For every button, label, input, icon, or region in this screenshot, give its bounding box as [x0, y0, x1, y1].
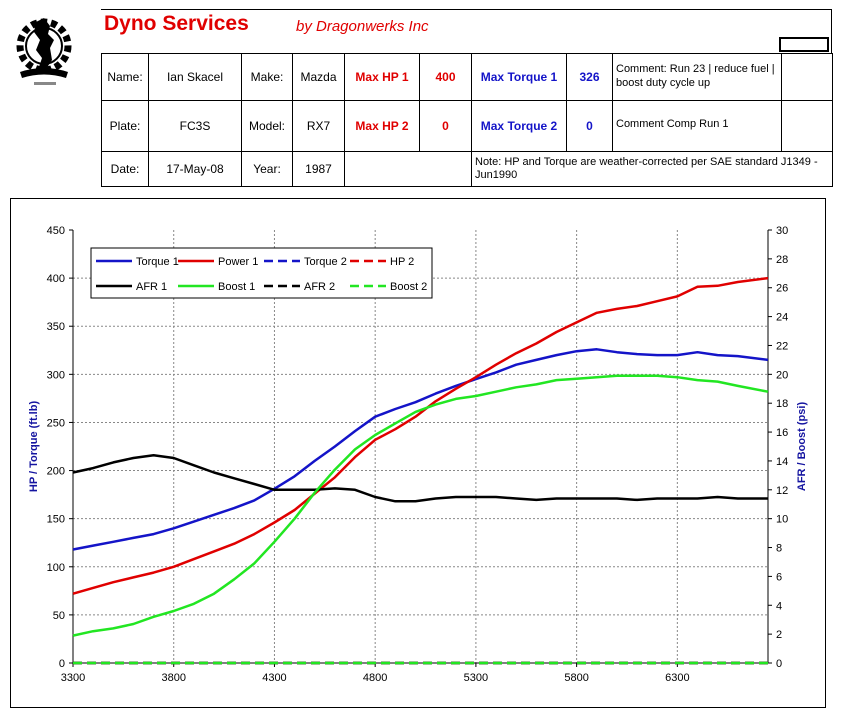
- x-tick-label: 3800: [161, 672, 185, 684]
- legend-label: Power 1: [218, 256, 258, 268]
- report-byline: by Dragonwerks Inc: [296, 18, 429, 35]
- y-tick-label: 300: [47, 369, 65, 381]
- y-tick-label: 150: [47, 514, 65, 526]
- date-value: 17-May-08: [148, 151, 242, 187]
- make-label: Make:: [241, 53, 293, 101]
- chart-legend: Torque 1 Power 1 Torque 2 HP 2 AFR 1 Boost 1 A…: [90, 247, 433, 299]
- max-hp2-label: Max HP 2: [344, 100, 420, 152]
- y2-tick-label: 18: [776, 398, 788, 410]
- selected-cell[interactable]: [779, 37, 829, 52]
- x-tick-label: 4300: [262, 672, 286, 684]
- series-line-power-1: [72, 276, 769, 595]
- y2-tick-label: 28: [776, 254, 788, 266]
- info-row-3: Date: 17-May-08 Year: 1987 Note: HP and …: [101, 151, 833, 187]
- vehicle-info-table: Name: Ian Skacel Make: Mazda Max HP 1 40…: [101, 53, 833, 187]
- y2-tick-label: 14: [776, 456, 788, 468]
- y-tick-label: 250: [47, 417, 65, 429]
- y2-tick-label: 12: [776, 485, 788, 497]
- max-torque1-value: 326: [566, 53, 613, 101]
- y-tick-label: 0: [59, 658, 65, 670]
- max-torque1-label: Max Torque 1: [471, 53, 567, 101]
- y2-tick-label: 4: [776, 600, 782, 612]
- logo-caption-mark: [34, 82, 56, 85]
- y2-tick-label: 16: [776, 427, 788, 439]
- max-hp1-label: Max HP 1: [344, 53, 420, 101]
- legend-box: [90, 247, 433, 299]
- name-value: Ian Skacel: [148, 53, 242, 101]
- series-line-afr-1: [72, 453, 768, 503]
- y2-axis-label: AFR / Boost (psi): [796, 402, 808, 492]
- sae-note: Note: HP and Torque are weather-correcte…: [471, 151, 833, 187]
- logo-base: [20, 68, 68, 78]
- plate-label: Plate:: [101, 100, 149, 152]
- series-line-torque-1: [72, 348, 769, 551]
- x-tick-label: 4800: [363, 672, 387, 684]
- y2-tick-label: 10: [776, 514, 788, 526]
- series-line-boost-1: [72, 374, 769, 637]
- plate-value: FC3S: [148, 100, 242, 152]
- y2-tick-label: 0: [776, 658, 782, 670]
- header-top-border: [101, 9, 832, 10]
- x-tick-label: 6300: [665, 672, 689, 684]
- legend-label: Boost 1: [218, 281, 255, 293]
- y2-tick-label: 6: [776, 571, 782, 583]
- name-label: Name:: [101, 53, 149, 101]
- empty-cell-1: [781, 53, 833, 101]
- model-label: Model:: [241, 100, 293, 152]
- x-tick-label: 5300: [464, 672, 488, 684]
- model-value: RX7: [292, 100, 345, 152]
- y2-tick-label: 24: [776, 312, 788, 324]
- y-tick-label: 100: [47, 562, 65, 574]
- y2-tick-label: 2: [776, 629, 782, 641]
- legend-label: Boost 2: [390, 281, 427, 293]
- y-axis-label: HP / Torque (ft.lb): [28, 401, 40, 493]
- x-tick-label: 3300: [61, 672, 85, 684]
- dragon-silhouette: [34, 18, 54, 72]
- y2-tick-label: 22: [776, 340, 788, 352]
- legend-label: AFR 1: [136, 281, 167, 293]
- y-tick-label: 350: [47, 321, 65, 333]
- x-tick-label: 5800: [564, 672, 588, 684]
- y-tick-label: 450: [47, 225, 65, 237]
- date-label: Date:: [101, 151, 149, 187]
- make-value: Mazda: [292, 53, 345, 101]
- y-tick-label: 200: [47, 466, 65, 478]
- y-tick-label: 400: [47, 273, 65, 285]
- empty-cell-2: [781, 100, 833, 152]
- header-right-border: [831, 9, 832, 53]
- legend-label: AFR 2: [304, 281, 335, 293]
- legend-label: Torque 2: [304, 256, 347, 268]
- report-title: Dyno Services: [104, 12, 249, 35]
- year-value: 1987: [292, 151, 345, 187]
- dragonwerks-logo: [16, 18, 72, 85]
- comment-2: Comment Comp Run 1: [612, 100, 782, 152]
- legend-label: HP 2: [390, 256, 414, 268]
- y2-tick-label: 20: [776, 369, 788, 381]
- y-tick-label: 50: [53, 610, 65, 622]
- y2-tick-label: 30: [776, 225, 788, 237]
- legend-label: Torque 1: [136, 256, 179, 268]
- info-row-1: Name: Ian Skacel Make: Mazda Max HP 1 40…: [101, 53, 833, 101]
- y2-tick-label: 8: [776, 543, 782, 555]
- max-torque2-label: Max Torque 2: [471, 100, 567, 152]
- y2-tick-label: 26: [776, 283, 788, 295]
- max-hp1-value: 400: [419, 53, 472, 101]
